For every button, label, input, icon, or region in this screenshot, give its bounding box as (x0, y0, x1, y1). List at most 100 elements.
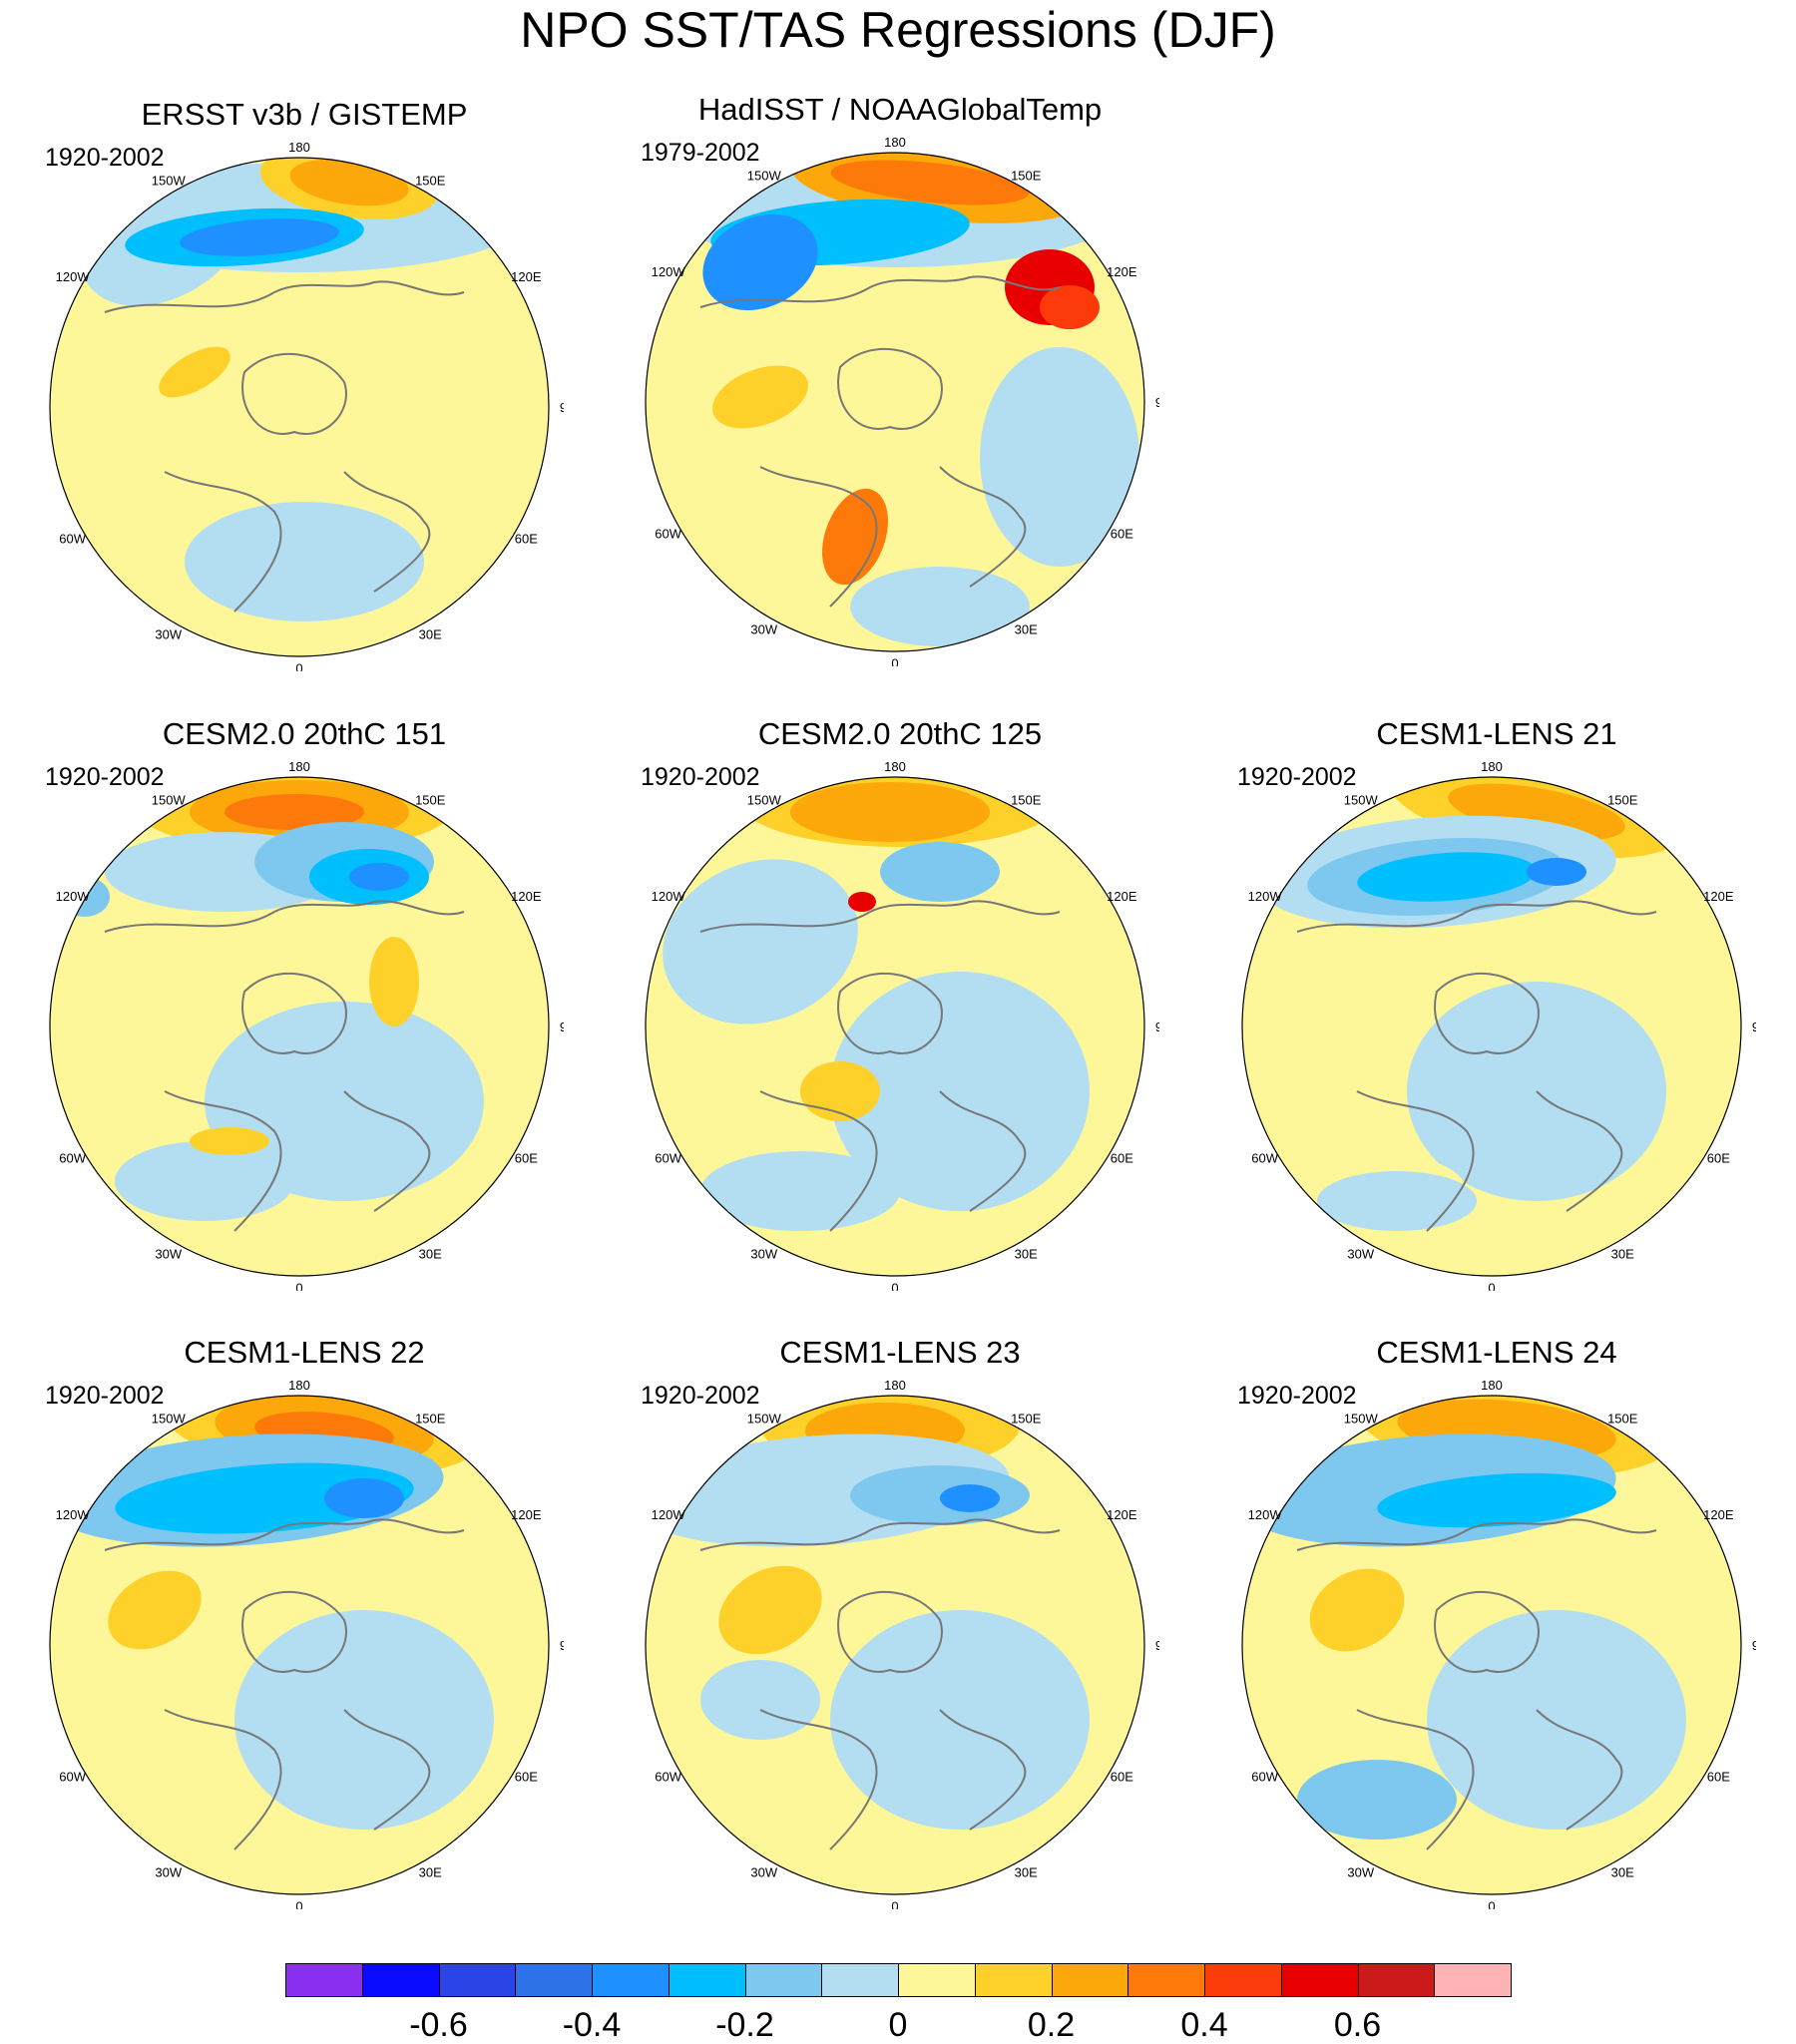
longitude-label: 60W (59, 531, 86, 546)
anomaly-region (1527, 858, 1586, 886)
longitude-label: 90E (560, 400, 564, 415)
coastline (241, 352, 347, 435)
panel-title: CESM1-LENS 24 (1376, 1335, 1617, 1370)
longitude-label: 0 (295, 660, 302, 671)
coastline (1296, 900, 1657, 933)
longitude-label: 60E (515, 1150, 538, 1165)
longitude-label: 120W (1248, 1507, 1283, 1522)
anomaly-region (1357, 852, 1537, 902)
coastline (164, 1709, 282, 1850)
longitude-label: 0 (295, 1898, 302, 1909)
colorbar-tick-label: 0.4 (1180, 2006, 1228, 2044)
colorbar-tick-label: 0.2 (1027, 2006, 1076, 2044)
map-panel: 180150E120E90E60E30E030W60W90W120W150W C… (1237, 1333, 1756, 1909)
longitude-label: 60W (1251, 1769, 1278, 1784)
colorbar-box (1051, 1963, 1129, 1997)
anomaly-region (848, 892, 876, 912)
coastline (104, 280, 465, 313)
anomaly-region (980, 347, 1139, 567)
anomaly-region (1040, 285, 1100, 329)
anomaly-region (224, 794, 364, 830)
panel-period: 1979-2002 (641, 139, 760, 167)
longitude-label: 150W (152, 793, 187, 808)
longitude-label: 0 (891, 655, 898, 666)
anomaly-region (830, 160, 1030, 205)
longitude-label: 60E (1111, 526, 1133, 541)
panel-title: CESM2.0 20thC 151 (162, 716, 447, 751)
colorbar-box (592, 1963, 670, 1997)
anomaly-region (830, 1610, 1090, 1830)
map-border (1241, 1395, 1742, 1895)
longitude-label: 0 (891, 1898, 898, 1909)
longitude-label: 90E (1752, 1020, 1756, 1034)
longitude-label: 150W (747, 793, 782, 808)
longitude-label: 150E (415, 793, 446, 808)
coastline (241, 1590, 347, 1673)
anomaly-region (115, 1462, 414, 1534)
coastline (759, 1709, 878, 1850)
polar-map: 180150E120E90E60E30E030W60W90W120W150W (645, 138, 1159, 666)
longitude-label: 180 (288, 1381, 310, 1393)
coastline (104, 900, 465, 933)
longitude-label: 180 (1481, 1381, 1503, 1393)
longitude-label: 120E (511, 889, 542, 904)
longitude-label: 90E (1752, 1638, 1756, 1653)
longitude-label: 120E (511, 1507, 542, 1522)
colorbar-box (1434, 1963, 1512, 1997)
longitude-label: 150E (1011, 1412, 1042, 1427)
longitude-label: 0 (891, 1280, 898, 1291)
map-border (49, 1395, 550, 1895)
panel-title: CESM1-LENS 21 (1376, 716, 1617, 751)
longitude-label: 150W (747, 169, 782, 184)
longitude-label: 30E (1611, 1246, 1634, 1261)
panel-period: 1920-2002 (45, 144, 165, 172)
coastline (699, 1518, 1061, 1551)
polar-map: 180150E120E90E60E30E030W60W90W120W150W (1241, 1381, 1756, 1909)
colorbar-box (974, 1963, 1053, 1997)
anomaly-region (700, 1660, 820, 1740)
longitude-label: 150E (1011, 793, 1042, 808)
coastline (1356, 1709, 1475, 1850)
anomaly-region (700, 1151, 900, 1231)
longitude-label: 30E (419, 626, 442, 641)
longitude-label: 30E (1015, 1246, 1038, 1261)
panel-period: 1920-2002 (641, 1382, 760, 1410)
map-panel: 180150E120E90E60E30E030W60W90W120W150W C… (45, 714, 564, 1291)
panel-title: CESM1-LENS 22 (184, 1335, 425, 1370)
longitude-label: 180 (884, 762, 906, 774)
coastline (1536, 1709, 1623, 1831)
longitude-label: 60W (655, 526, 681, 541)
map-border (49, 776, 550, 1277)
panel-title: ERSST v3b / GISTEMP (141, 97, 468, 132)
longitude-label: 30W (155, 626, 182, 641)
anomaly-region (1317, 1171, 1477, 1231)
coastline (1296, 1518, 1657, 1551)
longitude-label: 120W (56, 1507, 91, 1522)
map-panel: 180150E120E90E60E30E030W60W90W120W150W C… (1237, 714, 1756, 1291)
longitude-label: 180 (884, 138, 906, 150)
coastline (343, 1090, 431, 1212)
polar-map: 180150E120E90E60E30E030W60W90W120W150W (645, 762, 1159, 1291)
map-border (49, 157, 550, 657)
coastline (1356, 1090, 1475, 1232)
colorbar-box (744, 1963, 823, 1997)
figure-title: NPO SST/TAS Regressions (DJF) (520, 2, 1276, 58)
coastline (939, 1090, 1027, 1212)
anomaly-region (324, 1478, 404, 1518)
panel-period: 1920-2002 (641, 763, 760, 791)
coastline (837, 972, 943, 1054)
coastline (1536, 1090, 1623, 1212)
longitude-label: 30E (419, 1246, 442, 1261)
polar-map: 180150E120E90E60E30E030W60W90W120W150W (49, 762, 564, 1291)
colorbar-box (361, 1963, 440, 1997)
longitude-label: 120W (1248, 889, 1283, 904)
coastline (699, 275, 1061, 308)
colorbar-box (1127, 1963, 1205, 1997)
colorbar-box (285, 1963, 363, 1997)
longitude-label: 150E (1607, 793, 1638, 808)
anomaly-region (663, 859, 858, 1024)
longitude-label: 30W (750, 1246, 777, 1261)
longitude-label: 30W (750, 1864, 777, 1879)
longitude-label: 0 (295, 1280, 302, 1291)
polar-map: 180150E120E90E60E30E030W60W90W120W150W (49, 143, 564, 671)
